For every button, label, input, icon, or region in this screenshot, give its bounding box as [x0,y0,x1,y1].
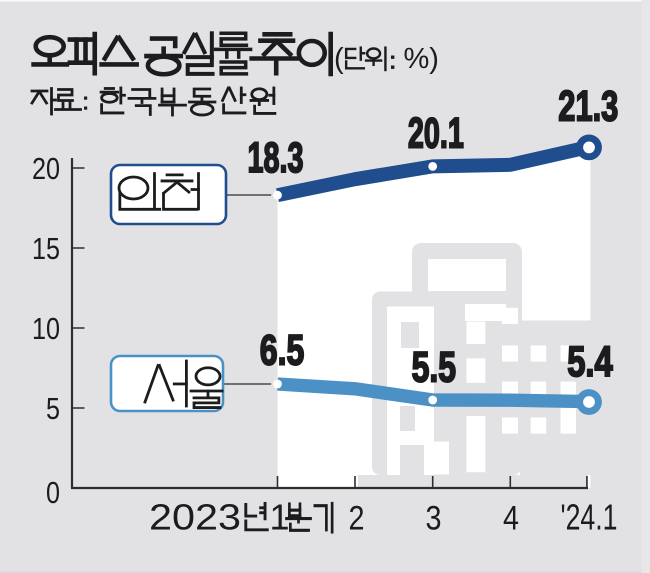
svg-text:6.5: 6.5 [260,326,305,374]
svg-text:21.3: 21.3 [558,83,618,131]
svg-text:5.5: 5.5 [412,343,457,391]
svg-text:1: 1 [270,497,290,538]
svg-text:2023: 2023 [149,497,241,538]
svg-text:5.4: 5.4 [567,338,613,386]
svg-text:20: 20 [32,151,60,186]
svg-text:10: 10 [32,311,60,346]
svg-text:4: 4 [503,500,519,538]
svg-text:(: ( [334,43,344,75]
svg-text:20.1: 20.1 [408,110,464,158]
svg-text:3: 3 [426,500,442,538]
svg-text:'24.1: '24.1 [561,497,618,538]
svg-text:5: 5 [46,391,60,426]
svg-text:0: 0 [46,475,60,510]
svg-text:15: 15 [32,231,60,266]
svg-text:2: 2 [349,500,365,538]
svg-text:18.3: 18.3 [248,134,304,182]
svg-text:%): %) [404,43,439,75]
